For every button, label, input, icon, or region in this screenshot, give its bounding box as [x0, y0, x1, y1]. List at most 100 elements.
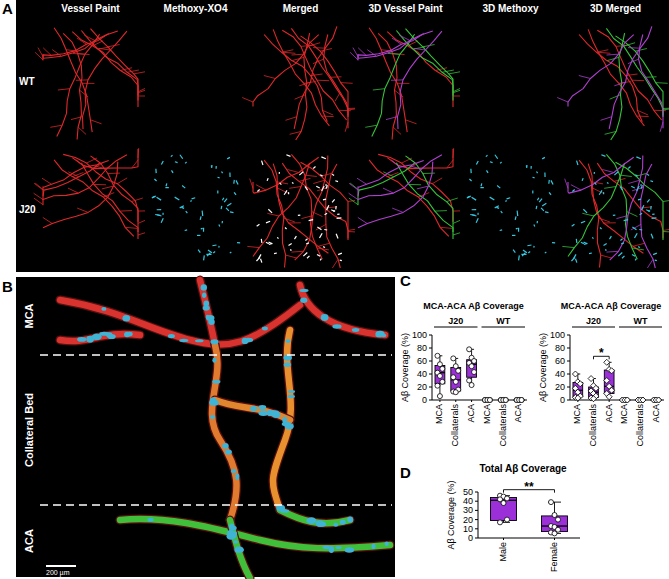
- amyloid-deposit: [600, 227, 602, 229]
- vessel-branch: [78, 127, 86, 135]
- vessel-branch: [647, 259, 653, 268]
- x-axis: [570, 400, 664, 401]
- y-tick-label: 50: [463, 487, 473, 497]
- amyloid-deposit: [521, 254, 526, 255]
- vessel-branch: [656, 82, 668, 84]
- y-tick: [567, 387, 570, 388]
- vessel-branch: [405, 120, 416, 124]
- y-tick: [429, 361, 432, 362]
- amyloid-deposit: [154, 179, 157, 182]
- amyloid-deposit: [235, 180, 238, 185]
- amyloid-deposit: [201, 284, 207, 290]
- vessel-branch: [120, 210, 132, 212]
- vessel-branch: [628, 180, 640, 183]
- amyloid-deposit: [308, 219, 313, 221]
- group-label: J20: [586, 316, 601, 326]
- vessel-branch: [73, 53, 85, 54]
- amyloid-deposit: [651, 234, 654, 239]
- y-tick-label: 60: [555, 356, 565, 366]
- group-label: WT: [496, 316, 510, 326]
- amyloid-deposit: [653, 253, 657, 256]
- y-tick-label: 60: [417, 356, 427, 366]
- amyloid-deposit: [476, 218, 479, 223]
- guide: [120, 519, 390, 548]
- column-title: 3D Merged: [590, 3, 641, 14]
- box: [435, 366, 445, 384]
- image-frame: [145, 146, 246, 271]
- scale-bar-label: 200 µm: [46, 569, 70, 577]
- vessel-branch: [247, 246, 259, 247]
- vessel-branch: [50, 125, 62, 127]
- vessel-branch: [601, 117, 612, 121]
- amyloid-deposit: [217, 177, 219, 179]
- amyloid-deposit: [208, 319, 215, 325]
- vessel-branch: [357, 178, 367, 184]
- amyloid-deposit: [261, 161, 264, 166]
- amyloid-deposit: [517, 211, 519, 216]
- vessel-branch: [291, 251, 303, 253]
- guide: [300, 285, 385, 335]
- vessel-branch: [601, 255, 613, 258]
- group-line: [434, 327, 478, 328]
- amyloid-deposit: [227, 203, 232, 207]
- column-title: Vessel Paint: [61, 3, 120, 14]
- amyloid-deposit: [512, 235, 515, 236]
- vessel-branch: [305, 175, 317, 176]
- amyloid-deposit: [171, 170, 174, 173]
- vessel: [568, 35, 634, 107]
- vessel-branch: [71, 117, 83, 120]
- vessel: [280, 510, 350, 523]
- amyloid-deposit: [324, 229, 327, 231]
- vessel-branch: [616, 216, 628, 219]
- amyloid-deposit: [340, 520, 346, 525]
- amyloid-deposit: [288, 390, 295, 393]
- vessel-branch: [318, 243, 330, 246]
- panel-b-background: [16, 277, 395, 577]
- amyloid-deposit: [518, 255, 520, 260]
- amyloid-deposit: [197, 235, 200, 236]
- data-point: [453, 390, 458, 395]
- amyloid-deposit: [203, 305, 210, 310]
- image-cell: [145, 18, 246, 143]
- amyloid-deposit: [613, 215, 616, 216]
- vessel-branch: [373, 89, 385, 90]
- image-cell: [35, 18, 150, 143]
- amyloid-deposit: [333, 523, 338, 527]
- data-point: [451, 356, 456, 361]
- amyloid-deposit: [528, 251, 531, 253]
- amyloid-deposit: [175, 161, 178, 163]
- guide: [200, 280, 215, 345]
- amyloid-deposit: [250, 406, 257, 411]
- data-point: [472, 370, 477, 375]
- amyloid-deposit: [641, 205, 644, 210]
- amyloid-deposit: [274, 252, 277, 254]
- vessel-branch: [256, 185, 266, 190]
- amyloid-deposit: [300, 298, 307, 303]
- amyloid-deposit: [527, 244, 531, 246]
- amyloid-deposit: [336, 234, 339, 239]
- amyloid-deposit: [101, 307, 106, 311]
- amyloid-deposit: [537, 197, 540, 200]
- x-axis: [432, 400, 527, 401]
- amyloid-deposit: [526, 165, 527, 168]
- amyloid-deposit: [539, 198, 543, 202]
- amyloid-deposit: [313, 166, 316, 169]
- amyloid-deposit: [628, 166, 631, 169]
- vessel: [616, 162, 664, 240]
- amyloid-deposit: [647, 174, 650, 176]
- vessel: [83, 31, 127, 129]
- image-frame: [250, 146, 351, 271]
- vessel: [212, 345, 237, 520]
- vessel-branch: [386, 117, 398, 120]
- y-tick-label: 40: [417, 369, 427, 379]
- vessel-branch: [264, 76, 276, 79]
- amyloid-deposit: [335, 546, 342, 549]
- x-tick-label: ACA: [513, 404, 523, 423]
- amyloid-deposit: [513, 249, 516, 253]
- panel-letter: A: [2, 0, 13, 17]
- vessel: [616, 36, 664, 117]
- x-tick-label: MCA: [482, 404, 492, 424]
- amyloid-deposit: [603, 243, 607, 246]
- amyloid-deposit: [319, 233, 323, 238]
- amyloid-deposit: [607, 182, 609, 184]
